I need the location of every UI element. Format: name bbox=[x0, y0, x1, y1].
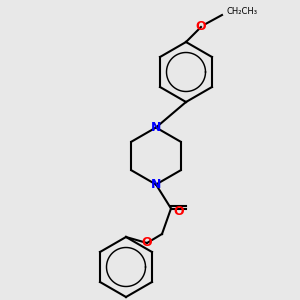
Text: O: O bbox=[142, 236, 152, 250]
Text: N: N bbox=[151, 121, 161, 134]
Text: O: O bbox=[196, 20, 206, 34]
Text: CH₂CH₃: CH₂CH₃ bbox=[226, 8, 257, 16]
Text: O: O bbox=[173, 205, 184, 218]
Text: N: N bbox=[151, 178, 161, 191]
